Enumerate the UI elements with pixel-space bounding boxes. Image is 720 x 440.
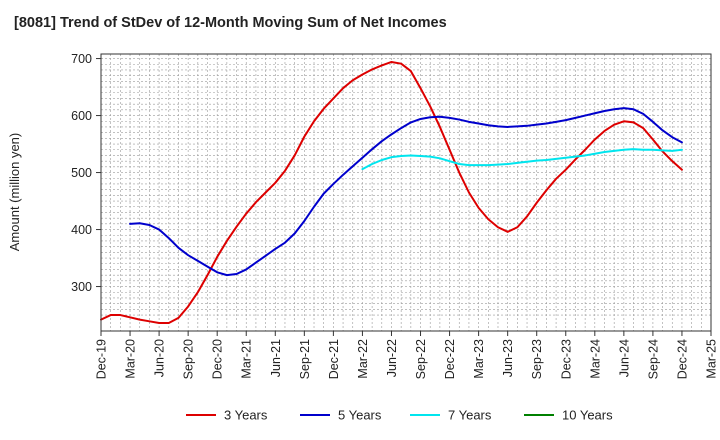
x-tick-label: Mar-22 [356, 339, 370, 379]
plot-background [101, 54, 711, 331]
legend-item: 3 Years [186, 408, 268, 423]
x-tick-label: Sep-22 [414, 339, 428, 379]
legend-label: 5 Years [338, 408, 382, 423]
legend-label: 3 Years [224, 408, 268, 423]
x-tick-labels: Dec-19 Mar-20 Jun-20 Sep-20 Dec-20 Mar-21 Jun-… [95, 339, 719, 379]
x-tick-label: Sep-20 [182, 339, 196, 379]
y-tick-label: 400 [71, 223, 92, 237]
x-tick-label: Dec-21 [327, 339, 341, 379]
plot-area [101, 54, 711, 331]
x-tick-label: Jun-22 [385, 339, 399, 377]
x-tick-label: Jun-24 [617, 339, 631, 377]
legend: 3 Years 5 Years 7 Years 10 Years [186, 408, 613, 423]
x-tick-label: Mar-25 [705, 339, 719, 379]
series-line-5-years [129, 107, 683, 277]
x-tick-label: Sep-24 [646, 339, 660, 379]
axes [96, 53, 712, 336]
x-tick-label: Dec-22 [443, 339, 457, 379]
x-tick-label: Mar-23 [472, 339, 486, 379]
chart-title: [8081] Trend of StDev of 12-Month Moving… [14, 15, 447, 31]
x-tick-label: Sep-21 [298, 339, 312, 379]
x-tick-label: Dec-20 [211, 339, 225, 379]
y-tick-label: 700 [71, 52, 92, 66]
x-tick-label: Mar-20 [124, 339, 138, 379]
x-tick-label: Mar-21 [240, 339, 254, 379]
x-tick-label: Jun-23 [501, 339, 515, 377]
horizontal-gridlines [101, 58, 711, 316]
x-tick-label: Sep-23 [530, 339, 544, 379]
y-axis-label: Amount (million yen) [7, 133, 22, 252]
x-tick-label: Jun-20 [153, 339, 167, 377]
x-tick-label: Dec-19 [95, 339, 109, 379]
x-tick-label: Dec-23 [559, 339, 573, 379]
legend-label: 7 Years [448, 408, 492, 423]
x-tick-label: Mar-24 [588, 339, 602, 379]
y-tick-labels: 300 400 500 600 700 [71, 52, 92, 294]
series-layer [100, 60, 683, 325]
legend-item: 7 Years [410, 408, 492, 423]
series-line-3-years [100, 60, 683, 325]
x-tick-label: Jun-21 [269, 339, 283, 377]
legend-item: 5 Years [300, 408, 382, 423]
y-tick-label: 600 [71, 109, 92, 123]
legend-item: 10 Years [524, 408, 613, 423]
series-line-7-years [361, 148, 683, 171]
plot-frame [100, 53, 712, 332]
y-tick-label: 500 [71, 166, 92, 180]
x-tick-label: Dec-24 [675, 339, 689, 379]
legend-label: 10 Years [562, 408, 613, 423]
y-tick-label: 300 [71, 280, 92, 294]
